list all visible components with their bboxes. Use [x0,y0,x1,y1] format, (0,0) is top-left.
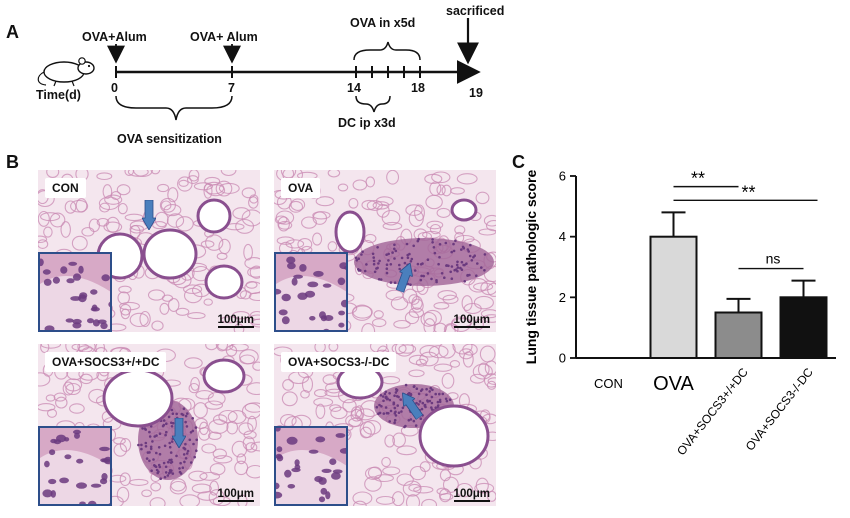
micrograph-socs3-wt-dc: OVA+SOCS3+/+DC 100μm [38,344,260,506]
timeline-graphic [107,18,481,121]
micrograph-socs3-ko-dc: OVA+SOCS3-/-DC 100μm [274,344,496,506]
panel-letter-c: C [512,152,525,172]
y-tick-label: 2 [559,290,566,305]
micrograph-con: CON 100μm [38,170,260,332]
arrow-icon [395,262,414,293]
dc-brace [355,95,391,113]
event-label-1: OVA+Alum [82,30,147,44]
micrograph-inset [274,426,348,506]
tissue-texture [38,344,260,506]
significance-label: ** [691,169,705,189]
x-tick-label: OVA [653,373,694,395]
micrograph-inset [38,252,112,332]
dc-label: DC ip x3d [338,116,396,130]
y-tick-label: 6 [559,169,566,184]
event-label-4: sacrificed [446,4,505,18]
panel-letter-b: B [6,152,19,172]
x-tick-label: OVA+SOCS3-/-DC [743,365,816,453]
day-label-0: 0 [111,81,118,95]
micrograph-ova: OVA 100μm [274,170,496,332]
arrow-icon [142,200,156,230]
mouse-icon [37,57,95,87]
event-label-3: OVA in x5d [350,16,416,30]
day-label-18: 18 [411,81,425,95]
arrow-icon [401,392,424,421]
scale-bar-label: 100μm [217,314,254,328]
bar [649,235,698,359]
day-label-14: 14 [347,81,361,95]
micrograph-label: CON [45,178,86,198]
scale-bar-label: 100μm [217,488,254,502]
bar [714,311,763,359]
arrow-icon [172,418,186,448]
bar-chart: 0 2 4 6 Lung tissue pathologic score CON OVA OV… [523,169,836,458]
day-label-19: 19 [469,86,483,100]
event-label-2: OVA+ Alum [190,30,258,44]
sensitization-label: OVA sensitization [117,132,222,146]
bar [779,296,828,360]
micrograph-inset [274,252,348,332]
day-label-7: 7 [228,81,235,95]
micrograph-label: OVA+SOCS3-/-DC [281,352,397,372]
sensitization-brace [115,95,233,121]
y-axis-label: Lung tissue pathologic score [523,170,539,365]
significance-label: ** [741,182,755,202]
challenge-brace [353,41,421,61]
y-tick-label: 0 [559,351,566,366]
micrograph-label: OVA [281,178,321,198]
scale-bar-label: 100μm [453,314,490,328]
scale-bar-label: 100μm [453,488,490,502]
micrograph-inset [38,426,112,506]
panel-letter-a: A [6,22,19,42]
time-axis-label: Time(d) [36,88,81,102]
micrograph-label: OVA+SOCS3+/+DC [45,352,167,372]
y-tick-label: 4 [559,229,566,244]
significance-label: ns [766,251,781,267]
x-tick-label: CON [594,376,623,391]
